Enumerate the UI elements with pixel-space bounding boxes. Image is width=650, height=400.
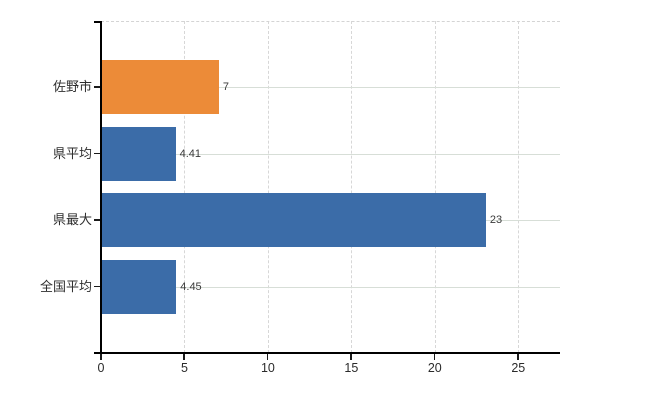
- x-tick-label: 10: [260, 361, 275, 375]
- x-tick-label: 15: [344, 361, 359, 375]
- category-label: 佐野市: [52, 79, 92, 95]
- x-tick-label: 25: [511, 361, 526, 375]
- x-tick-mark: [100, 354, 102, 360]
- x-tick-mark: [266, 354, 269, 360]
- y-tick-mark: [94, 219, 100, 221]
- plot-top-border: [101, 21, 560, 22]
- x-axis-line: [94, 352, 560, 354]
- value-label: 23: [489, 214, 503, 227]
- bar-2: [102, 126, 176, 181]
- x-tick-label: 0: [97, 361, 105, 375]
- x-tick-mark: [183, 354, 185, 360]
- value-label: 7: [222, 81, 229, 94]
- y-tick-mark: [94, 152, 100, 155]
- gridline-vertical: [351, 21, 353, 353]
- bar-1: [102, 60, 219, 115]
- category-label: 県最大: [52, 212, 92, 228]
- bar-3: [102, 193, 486, 248]
- gridline-vertical: [518, 21, 520, 353]
- gridline-horizontal: [101, 87, 560, 89]
- value-label: 4.45: [180, 280, 202, 293]
- gridline-horizontal: [101, 153, 560, 155]
- x-tick-mark: [433, 354, 436, 360]
- value-label: 4.41: [179, 147, 202, 160]
- gridline-vertical: [267, 21, 269, 353]
- bar-4: [102, 259, 177, 314]
- x-tick-mark: [517, 354, 519, 360]
- category-label: 全国平均: [39, 278, 92, 294]
- gridline-horizontal: [101, 286, 560, 288]
- y-tick-mark: [94, 285, 100, 288]
- x-tick-label: 20: [427, 361, 442, 375]
- gridline-vertical: [434, 21, 436, 353]
- gridline-vertical: [184, 21, 186, 353]
- y-axis-top-tick: [94, 21, 101, 23]
- y-tick-mark: [94, 86, 100, 88]
- x-tick-mark: [350, 354, 352, 360]
- y-axis-line: [100, 21, 102, 354]
- category-label: 県平均: [52, 145, 92, 161]
- x-tick-label: 5: [180, 361, 188, 375]
